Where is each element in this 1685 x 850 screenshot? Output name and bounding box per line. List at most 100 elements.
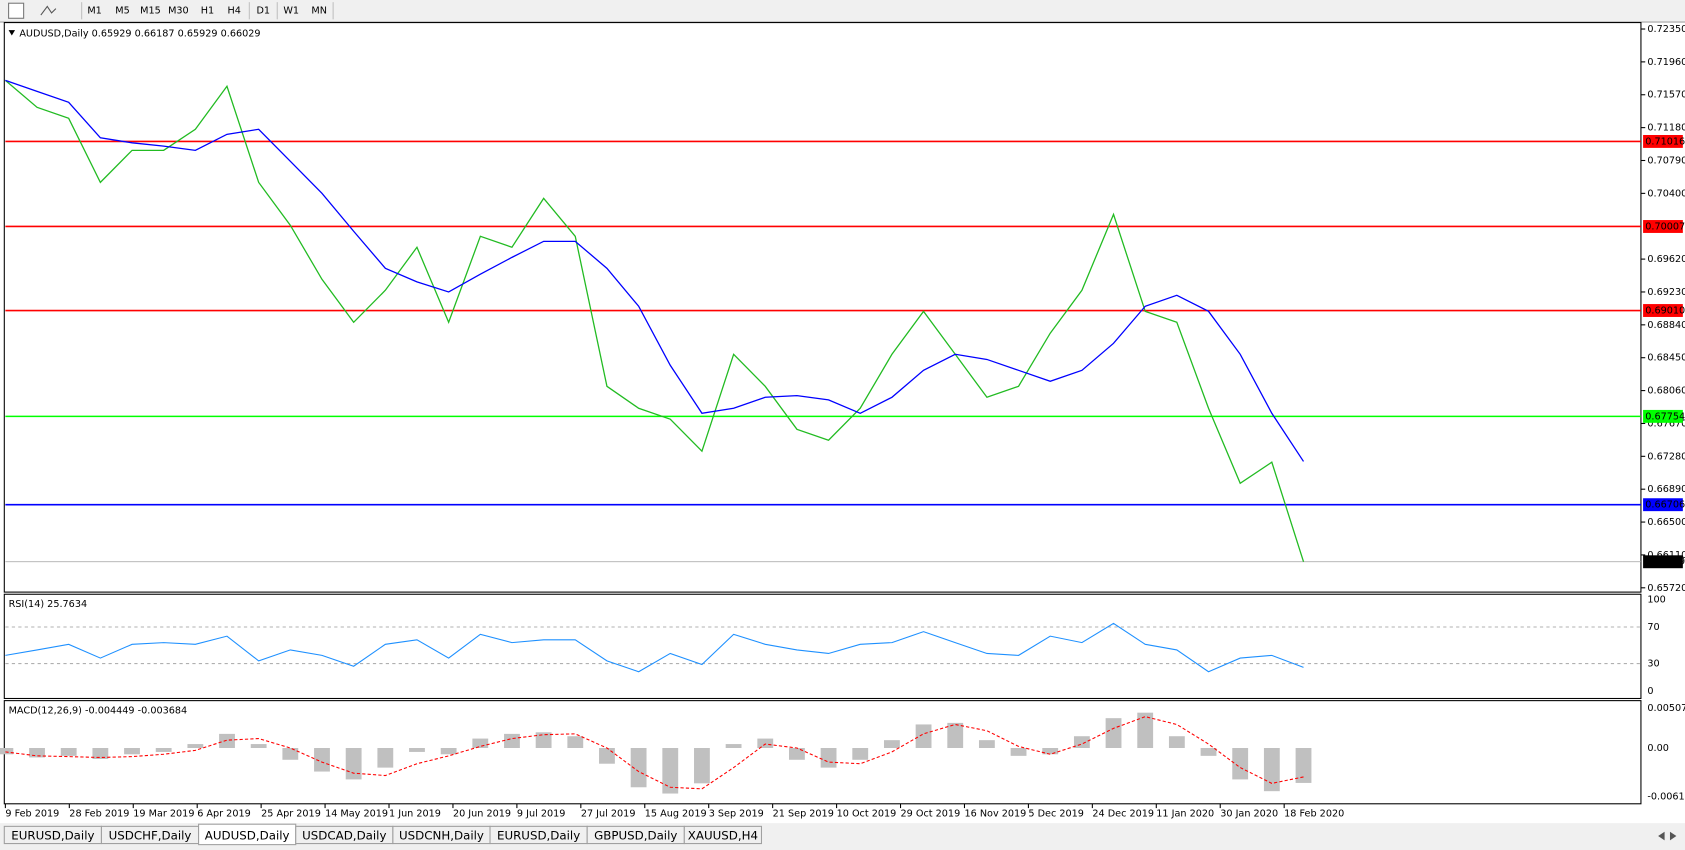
date-label: 24 Dec 2019	[1092, 808, 1154, 819]
tab-label[interactable]: USDCHF,Daily	[109, 829, 192, 843]
macd-bar	[1168, 736, 1185, 749]
macd-bar	[472, 738, 489, 749]
date-label: 30 Jan 2020	[1220, 808, 1278, 819]
macd-bar	[282, 748, 299, 760]
rsi-header: RSI(14) 25.7634	[9, 599, 88, 610]
date-label: 11 Jan 2020	[1156, 808, 1214, 819]
date-label: 15 Aug 2019	[645, 808, 707, 819]
level-label: 0.69010	[1645, 306, 1685, 317]
scroll-left[interactable]	[1658, 831, 1665, 841]
level-label-bg	[1643, 134, 1683, 148]
macd-bar	[694, 748, 710, 784]
level-label: 0.66706	[1645, 500, 1685, 511]
price-tick-label: 0.70790	[1647, 155, 1685, 166]
price-tick-label: 0.66890	[1647, 484, 1685, 495]
macd-bar	[883, 740, 900, 749]
level-label-bg	[1643, 304, 1683, 317]
rsi-tick-label: 70	[1647, 622, 1659, 633]
macd-bar	[1232, 748, 1249, 780]
date-label: 9 Jul 2019	[517, 808, 566, 819]
macd-bar	[1263, 748, 1280, 792]
timeframe-button[interactable]: M30	[168, 6, 189, 17]
level-label: 0.70007	[1645, 221, 1685, 232]
timeframe-button[interactable]: M15	[140, 6, 161, 17]
tab-label[interactable]: USDCNH,Daily	[399, 829, 484, 843]
macd-bar	[1200, 748, 1217, 756]
price-line	[5, 79, 1305, 462]
level-label-bg	[1643, 220, 1683, 233]
date-label: 10 Oct 2019	[837, 808, 897, 819]
scroll-right[interactable]	[1669, 831, 1677, 841]
level-label: 0.71016	[1645, 136, 1685, 147]
collapse-icon[interactable]	[8, 30, 16, 36]
price-tick-label: 0.68840	[1647, 320, 1685, 331]
timeframe-button[interactable]: MN	[311, 6, 327, 17]
macd-bar	[155, 748, 172, 752]
main-panel	[3, 22, 1642, 593]
date-label: 14 May 2019	[325, 808, 388, 819]
macd-bar	[662, 748, 679, 794]
macd-bar	[789, 748, 805, 760]
macd-bar	[504, 733, 520, 749]
timeframe-button[interactable]: D1	[256, 6, 270, 17]
tab-label[interactable]: EURUSD,Daily	[11, 829, 94, 843]
tab-label[interactable]: AUDUSD,Daily	[205, 829, 290, 843]
macd-bar	[630, 748, 647, 788]
macd-bar	[314, 748, 330, 772]
macd-bar	[92, 748, 109, 759]
macd-header: MACD(12,26,9) -0.004449 -0.003684	[9, 705, 188, 716]
macd-bar	[725, 744, 742, 749]
timeframe-button[interactable]: H4	[228, 6, 241, 17]
tab-label[interactable]: USDCAD,Daily	[302, 829, 386, 843]
rsi-panel	[3, 593, 1642, 700]
timeframe-button[interactable]: M5	[115, 6, 129, 17]
date-label: 16 Nov 2019	[964, 808, 1026, 819]
rsi-tick-label: 0	[1647, 686, 1653, 697]
macd-bar	[0, 748, 14, 755]
level-label: 0.67754	[1645, 411, 1685, 422]
price-tick-label: 0.71960	[1647, 57, 1685, 68]
macd-bar	[599, 748, 615, 764]
tab-label[interactable]: EURUSD,Daily	[497, 829, 580, 843]
macd-bar	[852, 748, 869, 760]
date-label: 1 Jun 2019	[389, 808, 441, 819]
macd-bar	[915, 724, 932, 749]
macd-bar	[124, 748, 140, 755]
price-tick-label: 0.68060	[1647, 386, 1685, 397]
timeframe-button[interactable]: M1	[87, 6, 101, 17]
tab[interactable]	[683, 825, 763, 845]
tool-icon[interactable]	[8, 2, 25, 19]
level-label-bg	[1643, 409, 1683, 423]
tool-icon[interactable]	[40, 5, 57, 16]
timeframe-button[interactable]: W1	[283, 6, 299, 17]
macd-bar	[978, 740, 995, 749]
macd-bar	[219, 733, 235, 749]
macd-bar	[60, 748, 77, 756]
macd-bar	[377, 748, 394, 768]
price-tick-label: 0.68450	[1647, 353, 1685, 364]
date-label: 19 Mar 2019	[133, 808, 194, 819]
macd-bar	[820, 748, 837, 768]
macd-bar	[345, 748, 362, 780]
price-tick-label: 0.66500	[1647, 517, 1685, 528]
price-line	[4, 79, 1305, 562]
macd-bar	[409, 748, 425, 752]
date-label: 21 Sep 2019	[773, 808, 834, 819]
date-label: 3 Sep 2019	[709, 808, 764, 819]
date-label: 28 Feb 2019	[69, 808, 129, 819]
toolbar	[0, 0, 1685, 22]
tab-label[interactable]: GBPUSD,Daily	[594, 829, 677, 843]
price-tick-label: 0.65720	[1647, 583, 1685, 594]
macd-tick-label: -0.006148	[1647, 791, 1685, 802]
date-label: 20 Jun 2019	[453, 808, 511, 819]
tab-label[interactable]: XAUUSD,H4	[688, 829, 758, 843]
price-tick-label: 0.71570	[1647, 90, 1685, 101]
date-label: 27 Jul 2019	[581, 808, 636, 819]
macd-bar	[567, 736, 584, 749]
timeframe-button[interactable]: H1	[201, 6, 214, 17]
macd-bar	[1295, 748, 1312, 783]
date-label: 9 Feb 2019	[5, 808, 59, 819]
level-label-bg	[1643, 498, 1683, 512]
